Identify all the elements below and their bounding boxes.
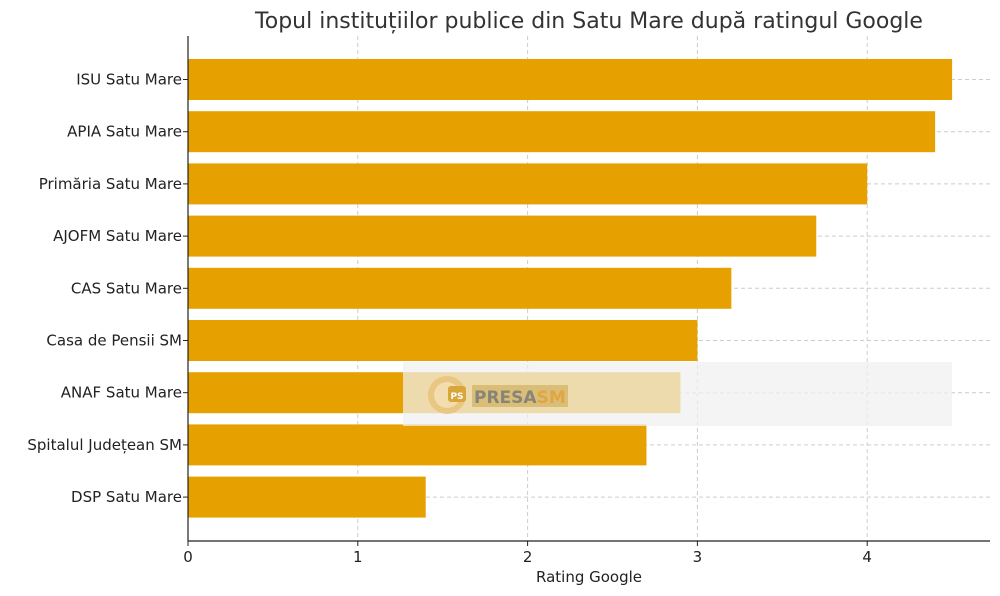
bar xyxy=(188,111,936,153)
axes: ISU Satu Mare APIA Satu Mare Primăria Satu… xyxy=(27,36,990,566)
bar xyxy=(188,163,868,205)
bar xyxy=(188,320,698,361)
bar xyxy=(188,476,426,518)
x-tick-label: 1 xyxy=(353,548,363,566)
y-tick-label: ISU Satu Mare xyxy=(76,71,182,89)
y-tick-label: DSP Satu Mare xyxy=(71,488,182,506)
y-tick-label: Spitalul Județean SM xyxy=(27,436,182,454)
bar xyxy=(188,424,647,466)
x-axis-label: Rating Google xyxy=(536,568,642,586)
y-tick-label: APIA Satu Mare xyxy=(67,123,182,141)
x-tick-label: 2 xyxy=(523,548,533,566)
y-tick-label: AJOFM Satu Mare xyxy=(53,227,182,245)
watermark: PS PRESASM xyxy=(403,362,952,426)
y-tick-label: Primăria Satu Mare xyxy=(39,175,182,193)
bar xyxy=(188,59,953,100)
chart-title: Topul instituțiilor publice din Satu Mar… xyxy=(254,9,923,34)
watermark-text-main: PRESA xyxy=(474,388,537,408)
x-tick-label: 3 xyxy=(693,548,703,566)
watermark-text-accent: SM xyxy=(537,388,566,408)
bars xyxy=(188,59,953,518)
watermark-logo-icon: PS xyxy=(428,376,466,414)
watermark-badge: PS xyxy=(450,392,463,402)
bar xyxy=(188,267,732,309)
y-tick-label: CAS Satu Mare xyxy=(71,279,182,297)
svg-text:PRESASM: PRESASM xyxy=(474,388,566,408)
x-tick-label: 0 xyxy=(183,548,193,566)
x-tick-label: 4 xyxy=(862,548,872,566)
y-tick-label: ANAF Satu Mare xyxy=(61,384,182,402)
y-tick-label: Casa de Pensii SM xyxy=(46,332,182,350)
bar xyxy=(188,215,817,257)
